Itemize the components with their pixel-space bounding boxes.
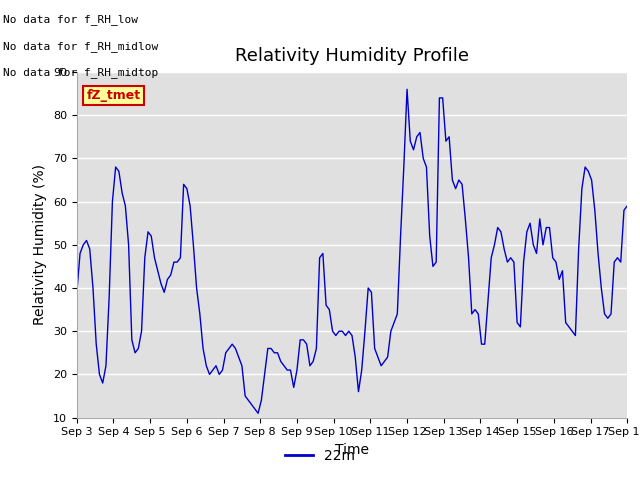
X-axis label: Time: Time: [335, 443, 369, 457]
Legend: 22m: 22m: [280, 443, 360, 468]
Text: No data for f_RH_midlow: No data for f_RH_midlow: [3, 41, 159, 52]
Title: Relativity Humidity Profile: Relativity Humidity Profile: [235, 47, 469, 65]
Y-axis label: Relativity Humidity (%): Relativity Humidity (%): [33, 164, 47, 325]
Text: No data for f_RH_midtop: No data for f_RH_midtop: [3, 67, 159, 78]
Text: fZ_tmet: fZ_tmet: [86, 89, 141, 102]
Text: No data for f_RH_low: No data for f_RH_low: [3, 14, 138, 25]
